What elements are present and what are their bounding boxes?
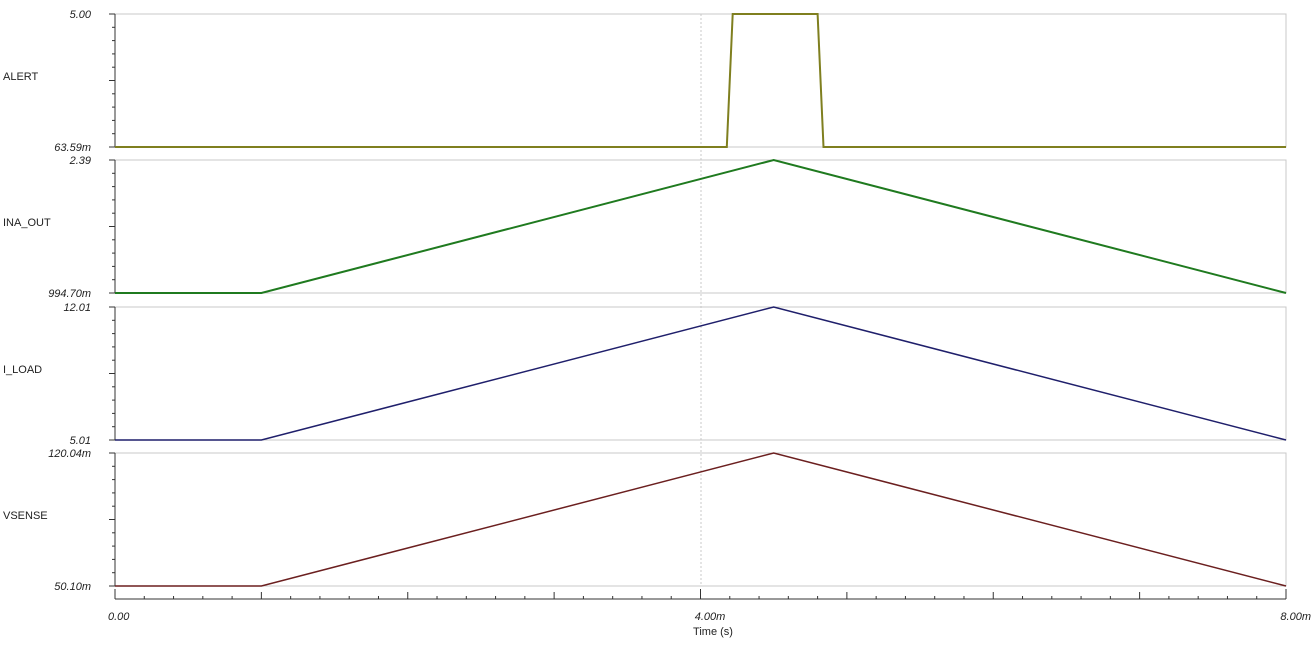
series-label-alert: ALERT: [3, 71, 39, 83]
y-tick-label-alert-top: 5.00: [70, 9, 92, 21]
x-tick-label-4ms: 4.00m: [695, 611, 726, 623]
x-tick-label-8ms: 8.00m: [1280, 611, 1311, 623]
series-label-i-load: I_LOAD: [3, 364, 42, 376]
series-line-i-load: [115, 306, 1287, 441]
series-label-vsense: VSENSE: [3, 510, 48, 522]
y-tick-label-ina-out-bottom: 994.70m: [48, 288, 91, 300]
y-tick-label-vsense-top: 120.04m: [48, 448, 91, 460]
y-tick-label-i-load-top: 12.01: [63, 302, 91, 314]
y-tick-label-vsense-bottom: 50.10m: [54, 581, 91, 593]
x-axis-label: Time (s): [693, 626, 733, 638]
series-line-ina-out: [115, 158, 1287, 294]
y-tick-marks: [109, 13, 115, 587]
y-tick-label-ina-out-top: 2.39: [69, 155, 91, 167]
series-line-alert: [115, 13, 1286, 148]
x-tick-label-0: 0.00: [108, 611, 130, 623]
series-traces: [115, 13, 1287, 587]
y-tick-label-i-load-bottom: 5.01: [70, 435, 91, 447]
series-line-vsense: [115, 452, 1287, 587]
x-tick-marks: [114, 589, 1287, 599]
series-label-ina-out: INA_OUT: [3, 217, 51, 229]
y-tick-label-alert-bottom: 63.59m: [54, 142, 91, 154]
